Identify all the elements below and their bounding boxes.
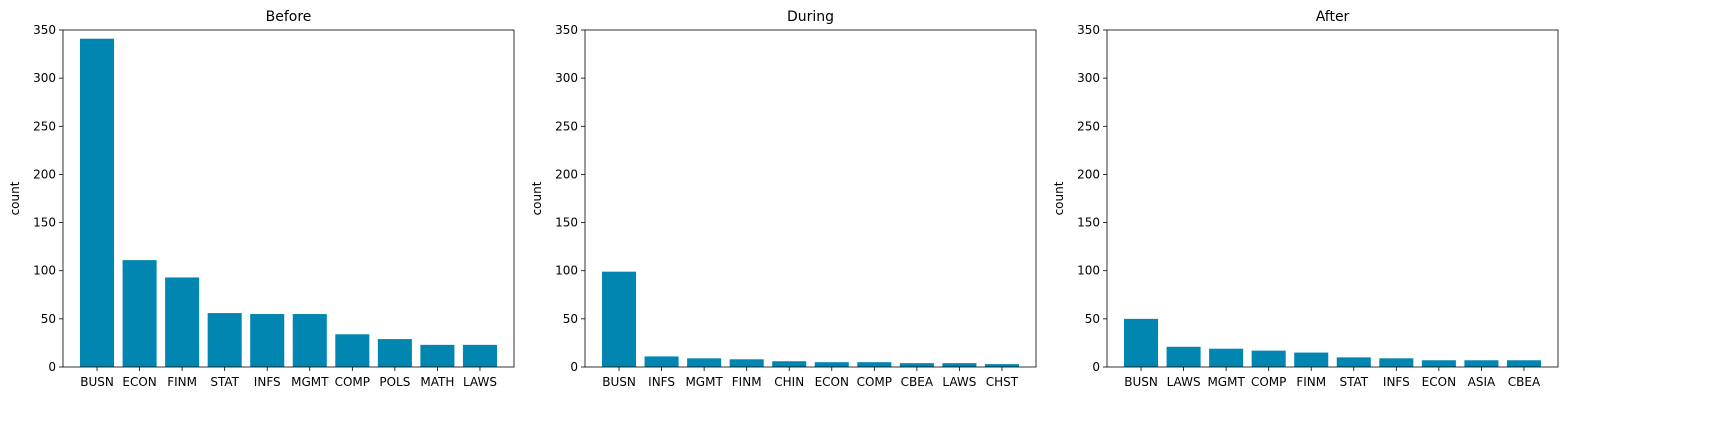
y-tick-label: 150 <box>33 216 56 230</box>
y-axis-label: count <box>530 181 544 215</box>
x-tick-label: LAWS <box>942 375 976 389</box>
x-tick-label: COMP <box>335 375 370 389</box>
x-tick-label: INFS <box>254 375 281 389</box>
bar-chst <box>984 364 1019 367</box>
bar-comp <box>1251 350 1286 367</box>
x-tick-label: STAT <box>210 375 239 389</box>
y-tick-label: 350 <box>33 23 56 37</box>
x-tick-label: STAT <box>1339 375 1368 389</box>
chart-panel-after: BUSN LAWS MGMT COMP FINM STAT INFS ECON ASIA CBEA… <box>1052 9 1559 389</box>
bar-stat <box>207 313 242 367</box>
x-tick-label: LAWS <box>1167 375 1201 389</box>
x-tick-label: BUSN <box>1124 375 1158 389</box>
y-axis-label: count <box>1052 181 1066 215</box>
x-tick-label: MGMT <box>1207 375 1245 389</box>
y-tick-label: 200 <box>33 167 56 181</box>
x-tick-label: POLS <box>379 375 410 389</box>
y-tick-label: 200 <box>1077 167 1100 181</box>
y-tick-label: 250 <box>33 119 56 133</box>
x-tick-label: INFS <box>648 375 675 389</box>
bar-laws <box>942 363 977 367</box>
bar-mgmt <box>292 314 327 367</box>
x-tick-label: ECON <box>815 375 849 389</box>
x-tick-label: ECON <box>1422 375 1456 389</box>
bar-infs <box>644 356 679 367</box>
x-tick-label: MATH <box>420 375 454 389</box>
bar-busn <box>80 38 115 368</box>
chart-panel-before: BUSN ECON FINM STAT INFS MGMT COMP POLS MATH LAWS… <box>8 9 515 389</box>
x-tick-label: BUSN <box>80 375 114 389</box>
chart-title: After <box>1316 9 1350 25</box>
y-tick-label: 0 <box>48 360 56 374</box>
y-tick-label: 350 <box>555 23 578 37</box>
chart-title: During <box>787 9 834 25</box>
x-tick-label: FINM <box>167 375 197 389</box>
bar-infs <box>1379 358 1414 367</box>
y-tick-label: 250 <box>555 119 578 133</box>
y-tick-label: 100 <box>33 264 56 278</box>
bar-econ <box>122 260 157 367</box>
y-tick-label: 0 <box>570 360 578 374</box>
axes-frame <box>62 29 515 368</box>
bar-mgmt <box>687 358 722 367</box>
y-tick-label: 50 <box>563 312 578 326</box>
y-tick-label: 300 <box>33 71 56 85</box>
y-tick-label: 150 <box>1077 216 1100 230</box>
y-tick-label: 100 <box>555 264 578 278</box>
y-axis-label: count <box>8 181 22 215</box>
bar-econ <box>814 362 849 367</box>
y-tick-label: 100 <box>1077 264 1100 278</box>
y-tick-label: 250 <box>1077 119 1100 133</box>
bar-cbea <box>899 363 934 367</box>
x-tick-label: MGMT <box>291 375 329 389</box>
bar-math <box>420 344 455 367</box>
x-tick-label: LAWS <box>463 375 497 389</box>
axes-frame <box>1106 29 1559 368</box>
bar-comp <box>857 362 892 367</box>
bar-finm <box>729 359 764 367</box>
bar-mgmt <box>1209 348 1244 367</box>
x-tick-label: CHST <box>986 375 1019 389</box>
bar-stat <box>1336 357 1371 367</box>
x-tick-label: FINM <box>1296 375 1326 389</box>
bar-asia <box>1464 360 1499 367</box>
bar-laws <box>462 344 497 367</box>
bar-econ <box>1421 360 1456 367</box>
x-tick-label: ECON <box>122 375 156 389</box>
bar-laws <box>1166 346 1201 367</box>
x-tick-label: INFS <box>1383 375 1410 389</box>
bar-finm <box>1294 352 1329 367</box>
y-tick-label: 150 <box>555 216 578 230</box>
bar-pols <box>377 339 412 367</box>
y-tick-label: 350 <box>1077 23 1100 37</box>
x-tick-label: FINM <box>732 375 762 389</box>
x-tick-label: MGMT <box>685 375 723 389</box>
y-tick-label: 200 <box>555 167 578 181</box>
x-tick-label: COMP <box>857 375 892 389</box>
chart-title: Before <box>266 9 312 25</box>
x-tick-label: CBEA <box>901 375 934 389</box>
x-tick-label: CBEA <box>1508 375 1541 389</box>
bar-finm <box>165 277 200 367</box>
y-tick-label: 50 <box>1085 312 1100 326</box>
y-tick-label: 300 <box>1077 71 1100 85</box>
x-tick-label: BUSN <box>602 375 636 389</box>
y-tick-label: 0 <box>1092 360 1100 374</box>
x-tick-label: ASIA <box>1468 375 1496 389</box>
y-tick-label: 300 <box>555 71 578 85</box>
bar-busn <box>602 271 637 367</box>
x-tick-label: CHIN <box>774 375 804 389</box>
axes-frame <box>584 29 1037 368</box>
bar-infs <box>250 314 285 367</box>
bar-comp <box>335 334 370 367</box>
bar-cbea <box>1506 360 1541 367</box>
y-tick-label: 50 <box>41 312 56 326</box>
x-tick-label: COMP <box>1251 375 1286 389</box>
bar-chin <box>772 361 807 367</box>
bar-busn <box>1124 318 1159 367</box>
chart-panel-during: BUSN INFS MGMT FINM CHIN ECON COMP CBEA LAWS CHST… <box>530 9 1037 389</box>
